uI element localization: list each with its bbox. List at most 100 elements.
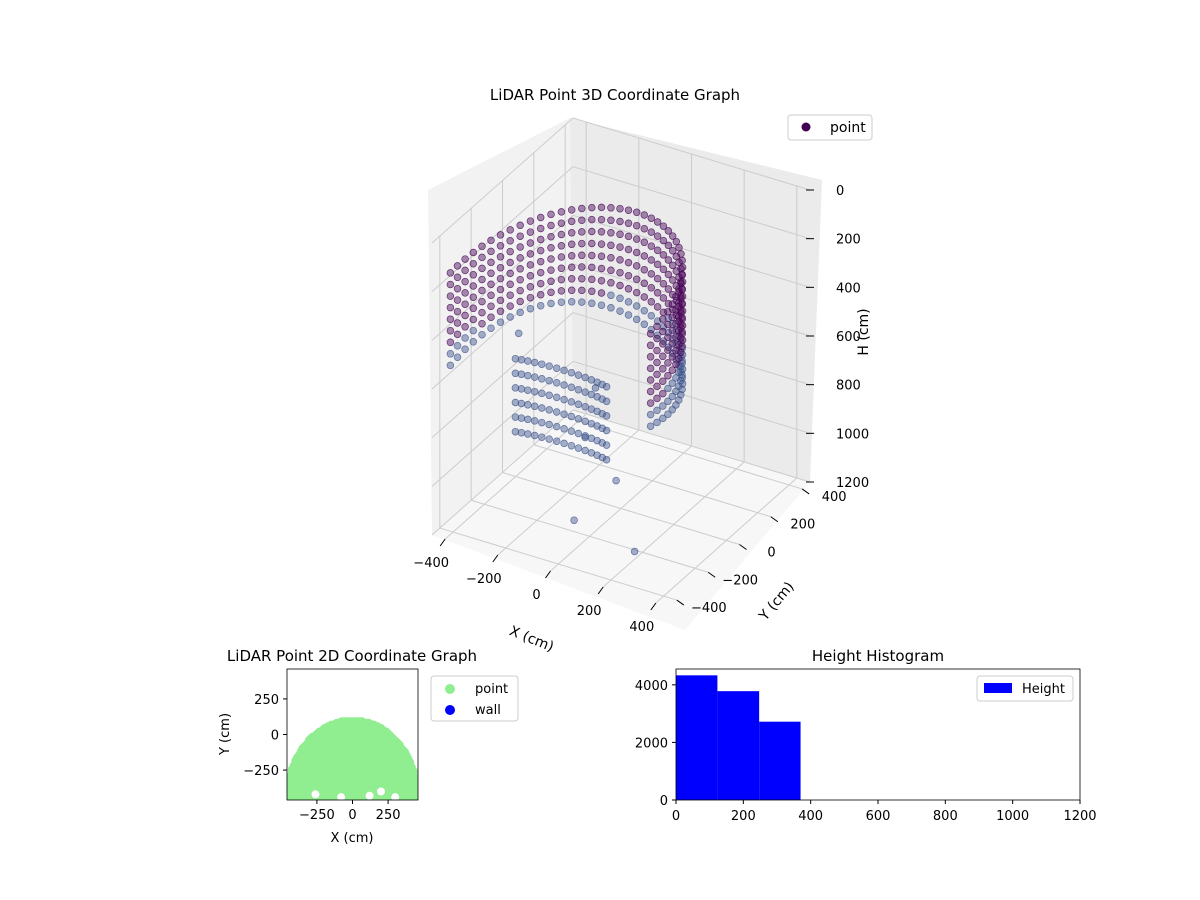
lidar-point (526, 272, 535, 280)
y-tick-3d (676, 599, 685, 606)
lidar-point (598, 424, 606, 433)
x-tick-label-hist: 400 (798, 809, 823, 824)
lidar-point (647, 256, 656, 264)
ticks-3d: −400 −200 0 200 400 −400 −200 0 200 400 0 200 400 600… (413, 184, 869, 635)
lidar-point (530, 358, 539, 367)
lidar-point (516, 286, 524, 295)
y-tick-label-3d: −400 (691, 601, 727, 616)
lidar-point (517, 370, 526, 379)
lidar-point (506, 280, 514, 289)
lidar-point (597, 289, 606, 297)
lidar-point (588, 227, 596, 236)
lidar-point (640, 224, 649, 233)
lidar-point (496, 231, 505, 239)
lidar-point (517, 428, 526, 437)
chart-2d-title: LiDAR Point 2D Coordinate Graph (227, 647, 477, 665)
lidar-point (653, 274, 662, 283)
lidar-point (487, 302, 495, 310)
lidar-point (598, 395, 606, 403)
lidar-point (469, 326, 478, 335)
lidar-point (567, 441, 576, 450)
grid-3d (431, 117, 811, 604)
lidar-point (578, 263, 586, 271)
lidar-point (536, 213, 545, 222)
lidar-point (536, 246, 545, 255)
lidar-point (526, 239, 535, 247)
lidar-point (624, 245, 633, 254)
lidar-point (487, 247, 495, 256)
lidar-point (453, 296, 462, 304)
lidar-point (446, 338, 455, 347)
lidar-point (517, 399, 526, 408)
lidar-point (517, 355, 526, 364)
y-tick-label-hist: 2000 (635, 736, 668, 751)
lidar-point (552, 364, 561, 372)
lidar-point (506, 269, 514, 278)
lidar-point (578, 204, 586, 213)
legend-wall-2d-marker (445, 705, 455, 715)
legend-point-2d-label: point (475, 682, 508, 697)
lidar-point (496, 318, 505, 326)
lidar-point (581, 402, 589, 411)
lidar-point (453, 319, 462, 327)
x-tick-label-2d: 0 (348, 808, 356, 823)
grid-line (431, 360, 574, 487)
lidar-point (552, 408, 561, 416)
z-axis-label-3d: H (cm) (856, 308, 872, 355)
lidar-point (469, 293, 478, 301)
lidar-point (632, 235, 641, 243)
lidar-point (514, 329, 523, 338)
lidar-point (616, 204, 624, 213)
lidar-point (487, 324, 495, 332)
lidar-point (659, 251, 668, 259)
lidar-point (538, 404, 546, 412)
lidar-point (516, 243, 524, 251)
lidar-point (664, 256, 673, 264)
lidar-point (547, 288, 555, 297)
grid-line (533, 444, 771, 518)
lidar-point (496, 274, 505, 283)
lidar-point (487, 291, 495, 300)
lidar-point (624, 258, 633, 267)
lidar-point (567, 368, 576, 377)
lidar-point (675, 326, 683, 335)
lidar-point (567, 398, 576, 406)
lidar-point (446, 326, 455, 335)
lidar-point (469, 338, 478, 346)
lidar-point (506, 313, 514, 321)
lidar-point (516, 232, 524, 240)
z-tick-label-3d: 400 (836, 281, 861, 296)
lidar-point (496, 263, 505, 272)
lidar-point (598, 439, 606, 447)
lidar-point (598, 453, 606, 462)
lidar-point (647, 311, 656, 320)
lidar-point (511, 413, 520, 421)
lidar-point (560, 410, 568, 418)
lidar-point (547, 221, 555, 230)
legend-3d: point (787, 114, 873, 141)
lidar-point (607, 229, 615, 237)
lidar-point (653, 246, 662, 255)
lidar-point (469, 259, 478, 268)
lidar-point (516, 265, 524, 273)
grid-line (572, 312, 811, 386)
lidar-point (574, 385, 583, 394)
lidar-point (616, 281, 624, 290)
lidar-point (552, 379, 561, 387)
lidar-point (607, 204, 615, 212)
lidar-point (659, 236, 668, 245)
lidar-point (640, 293, 649, 301)
lidar-point (524, 430, 532, 438)
lidar-point (446, 315, 455, 323)
lidar-point (487, 236, 495, 245)
lidar-point (646, 410, 655, 419)
x-axis-label-2d: X (cm) (331, 831, 374, 846)
lidar-point (453, 262, 462, 270)
lidar-point (659, 327, 667, 336)
lidar-point (567, 252, 576, 260)
grid-line (439, 527, 677, 601)
lidar-point (530, 431, 539, 440)
lidar-point (524, 357, 532, 365)
lidar-point (659, 279, 668, 288)
lidar-point (659, 352, 667, 361)
